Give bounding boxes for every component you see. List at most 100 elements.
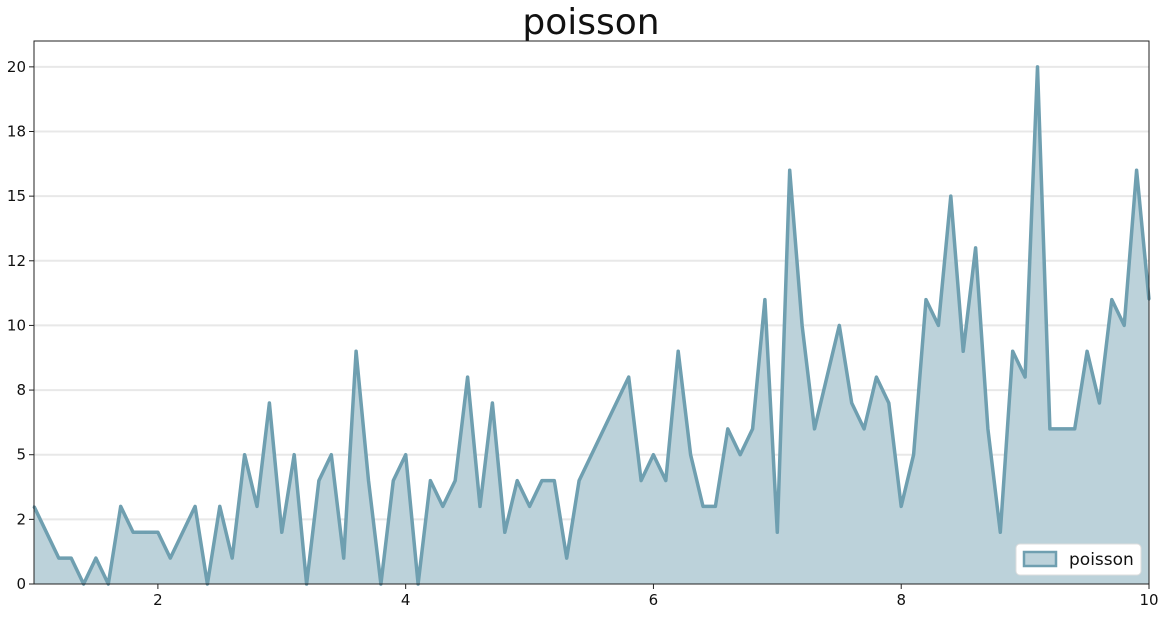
data-point (900, 505, 903, 508)
data-point (1085, 350, 1089, 353)
data-point (800, 324, 804, 327)
x-axis-ticks: 2 4 6 8 10 (153, 584, 1159, 609)
data-point (454, 479, 457, 482)
x-tick-label: 4 (401, 591, 411, 609)
x-tick-label: 10 (1139, 591, 1158, 609)
data-point (553, 479, 556, 482)
data-point (94, 556, 98, 560)
data-point (330, 453, 333, 456)
data-point (714, 505, 717, 508)
data-point (503, 531, 506, 534)
data-point (850, 401, 853, 405)
data-point (218, 505, 221, 508)
y-tick-label: 18 (7, 123, 26, 141)
data-point (528, 505, 531, 508)
data-point (924, 298, 928, 301)
data-point (1023, 375, 1027, 379)
data-point (701, 505, 705, 508)
data-point (540, 479, 544, 482)
y-tick-label: 15 (7, 187, 26, 205)
y-tick-label: 8 (16, 381, 26, 399)
series-layer (32, 65, 1151, 586)
series-fill-poisson (34, 66, 1149, 584)
y-tick-label: 10 (7, 316, 26, 334)
data-point (354, 350, 358, 353)
data-point (57, 556, 60, 560)
data-point (577, 479, 581, 482)
data-point (156, 531, 160, 534)
data-point (70, 556, 73, 560)
data-point (739, 453, 742, 456)
data-point (1061, 427, 1064, 431)
data-point (231, 556, 234, 560)
data-point (342, 556, 345, 560)
data-point (937, 324, 940, 327)
data-point (776, 531, 779, 534)
data-point (1048, 427, 1052, 431)
x-tick-label: 8 (896, 591, 906, 609)
data-point (887, 401, 890, 405)
data-point (1135, 169, 1138, 172)
legend: poisson (1015, 543, 1142, 576)
data-point (255, 505, 259, 508)
data-point (466, 375, 469, 379)
plot-frame (33, 40, 1150, 585)
data-point (193, 505, 197, 508)
data-point (962, 350, 965, 353)
data-point (268, 401, 271, 405)
data-point (280, 531, 283, 534)
y-tick-label: 0 (16, 575, 26, 593)
data-point (243, 453, 246, 456)
data-point (862, 427, 866, 431)
data-point (119, 505, 122, 508)
grid-layer (34, 65, 1149, 521)
data-point (751, 427, 754, 431)
data-point (788, 169, 791, 172)
data-point (875, 375, 878, 379)
legend-swatch-poisson (1022, 550, 1058, 568)
data-point (763, 298, 767, 301)
data-point (404, 453, 407, 456)
data-point (1036, 65, 1039, 69)
data-point (392, 479, 395, 482)
x-tick-label: 6 (649, 591, 659, 609)
legend-label-poisson: poisson (1069, 550, 1134, 570)
data-point (912, 453, 915, 456)
data-point (999, 531, 1002, 534)
data-point (144, 531, 147, 534)
data-point (639, 479, 643, 482)
data-point (491, 401, 494, 405)
data-point (169, 556, 172, 560)
data-point (838, 324, 841, 327)
data-point (689, 453, 692, 456)
data-point (1073, 427, 1076, 431)
data-point (949, 194, 952, 198)
data-point (131, 531, 135, 534)
data-point (1011, 350, 1014, 353)
data-point (367, 479, 370, 482)
data-point (565, 556, 568, 560)
data-point (1110, 298, 1114, 301)
y-tick-label: 2 (16, 510, 26, 528)
data-point (974, 246, 977, 250)
data-point (429, 479, 432, 482)
data-point (677, 350, 680, 353)
data-point (478, 505, 482, 508)
data-point (441, 505, 444, 508)
data-point (986, 427, 990, 431)
data-point (813, 427, 816, 431)
data-point (652, 453, 655, 456)
data-point (726, 427, 729, 431)
y-tick-label: 20 (7, 58, 26, 76)
data-point (1123, 324, 1126, 327)
y-tick-label: 12 (7, 252, 26, 270)
chart-title: poisson (522, 2, 659, 43)
data-point (293, 453, 296, 456)
y-axis-ticks: 0 2 5 8 10 12 15 18 20 (7, 58, 34, 593)
data-point (664, 479, 667, 482)
x-tick-label: 2 (153, 591, 163, 609)
data-point (627, 375, 630, 379)
data-point (1098, 401, 1101, 405)
